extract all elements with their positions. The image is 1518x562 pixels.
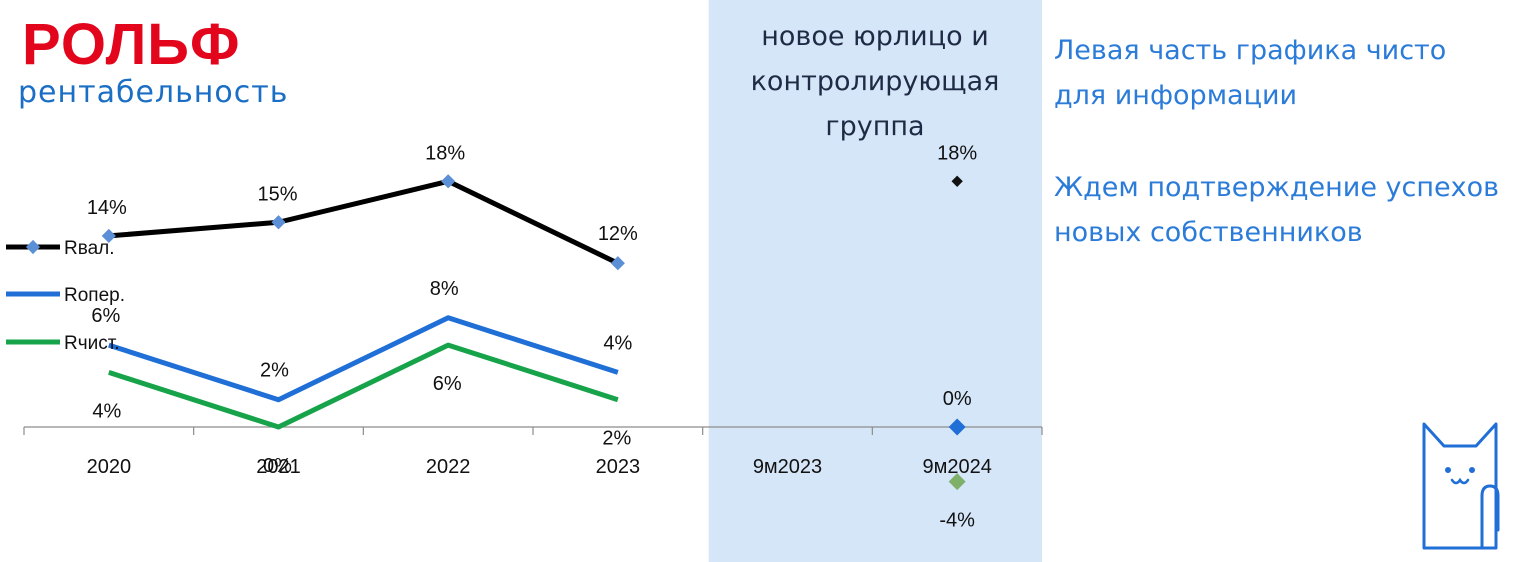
series-line-2: [108, 315, 619, 403]
x-tick-label: 2023: [596, 456, 641, 478]
brand-logo: РОЛЬФ: [22, 12, 241, 77]
legend-entry: Rчист.: [64, 333, 120, 354]
x-tick-label: 2020: [87, 456, 132, 478]
data-point: [948, 473, 966, 491]
data-label: 4%: [603, 332, 632, 354]
note-info: Левая часть графика чисто для информации: [1054, 35, 1447, 111]
x-tick-label: 2021: [256, 456, 301, 478]
data-label: 0%: [943, 388, 972, 410]
highlight-banner: новое юрлицо и контролирующая группа: [716, 14, 1034, 149]
data-label: 2%: [602, 428, 631, 450]
data-label: 6%: [433, 373, 462, 395]
x-tick-label: 9м2024: [922, 456, 991, 478]
series-line-1: [108, 178, 619, 266]
data-label: 12%: [598, 223, 638, 245]
legend-entry: Rопер.: [64, 285, 125, 306]
data-point: [948, 418, 966, 436]
data-label: 15%: [257, 183, 297, 205]
highlight-band: [708, 0, 1042, 562]
data-point: [951, 175, 963, 187]
data-point: [441, 174, 456, 189]
note-waiting: Ждем подтверждение успехов новых собстве…: [1054, 172, 1500, 248]
legend-entry: Rвал.: [64, 238, 115, 259]
data-point: [610, 256, 625, 271]
data-point: [271, 215, 286, 230]
chart-subtitle: рентабельность: [18, 75, 289, 110]
data-label: 6%: [91, 305, 120, 327]
data-label: 4%: [92, 400, 121, 422]
data-label: 0%: [263, 455, 292, 477]
data-label: 8%: [430, 278, 459, 300]
data-label: -4%: [939, 510, 975, 532]
data-label: 18%: [425, 142, 465, 164]
data-label: 18%: [937, 142, 977, 164]
banner-line: контролирующая: [750, 66, 1000, 97]
x-tick-label: 2022: [426, 456, 471, 478]
x-tick-label: 9м2023: [753, 456, 822, 478]
data-label: 2%: [260, 360, 289, 382]
banner-line: новое юрлицо и: [761, 21, 989, 52]
data-label: 14%: [87, 197, 127, 219]
legend-marker: [25, 239, 41, 255]
series-line-3: [108, 342, 619, 430]
cat-icon: [1422, 422, 1500, 550]
banner-line: группа: [825, 111, 925, 142]
